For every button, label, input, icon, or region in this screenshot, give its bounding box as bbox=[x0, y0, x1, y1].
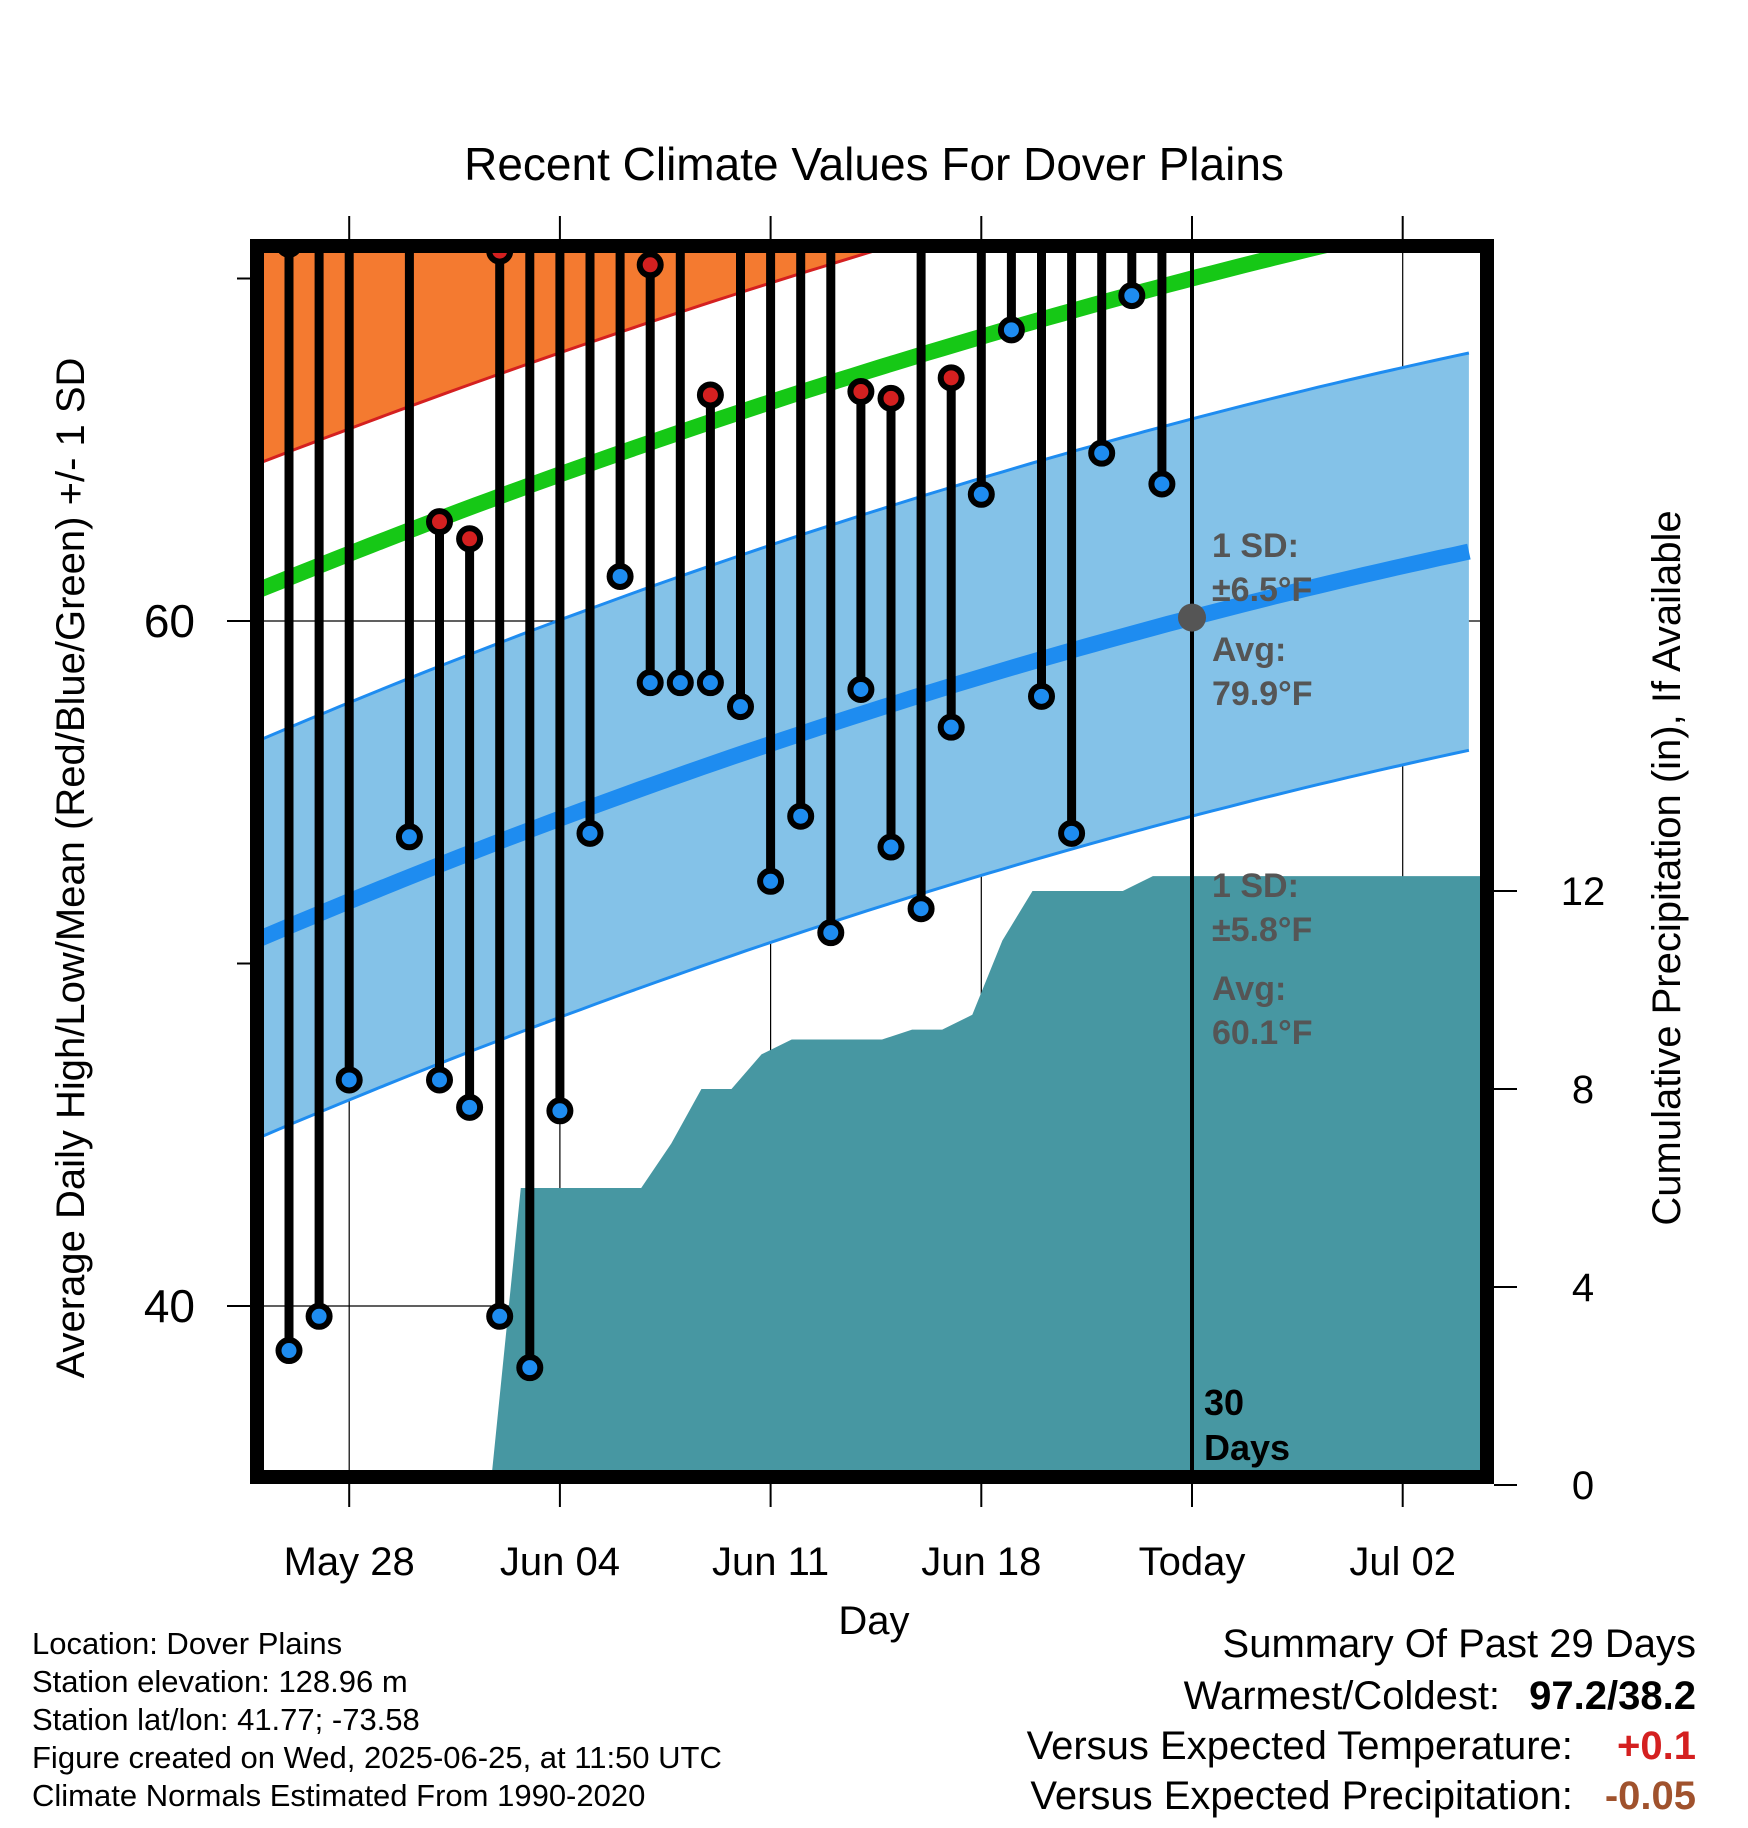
precip-value: -0.05 bbox=[1604, 1774, 1696, 1818]
plot-area: 1 SD: ±6.5°F Avg: 79.9°F 1 SD: ±5.8°F Avg: 60.1… bbox=[250, 0, 1487, 1477]
daily-low-point bbox=[937, 713, 965, 741]
normal-low-line bbox=[257, 543, 1471, 949]
daily-low-point bbox=[1088, 439, 1116, 467]
high-sd-upper-line bbox=[250, 0, 1469, 22]
daily-low-point bbox=[967, 480, 995, 508]
daily-low-point bbox=[727, 693, 754, 721]
y-tick-label: 40 bbox=[144, 1280, 195, 1332]
daily-low-point bbox=[335, 1066, 363, 1094]
daily-low-point bbox=[636, 669, 664, 697]
warm-cold-value: 97.2/38.2 bbox=[1529, 1674, 1696, 1718]
low-avg-value: 60.1°F bbox=[1212, 1014, 1313, 1052]
high-avg-label: Avg: bbox=[1212, 631, 1286, 669]
low-sd-lower-line bbox=[257, 748, 1470, 1141]
daily-low-point bbox=[456, 1093, 484, 1121]
warm-cold-row: Warmest/Coldest: 97.2/38.2 bbox=[1184, 1674, 1696, 1719]
chart-title: Recent Climate Values For Dover Plains bbox=[464, 138, 1284, 190]
daily-high-point bbox=[636, 251, 664, 279]
daily-high-point bbox=[730, 104, 751, 125]
daily-low-point bbox=[847, 676, 875, 703]
y-axis-label: Average Daily High/Low/Mean (Red/Blue/Gr… bbox=[49, 358, 93, 1379]
daily-low-point bbox=[877, 833, 905, 861]
daily-low-point bbox=[907, 895, 935, 923]
daily-low-point bbox=[757, 867, 785, 895]
daily-low-point bbox=[997, 316, 1025, 344]
daily-low-point bbox=[787, 802, 815, 830]
created-text: Figure created on Wed, 2025-06-25, at 11… bbox=[32, 1740, 722, 1775]
normal-high-band bbox=[257, 246, 891, 465]
x-tick-label: Jun 11 bbox=[712, 1540, 829, 1584]
daily-low-point bbox=[1148, 470, 1176, 498]
daily-high-point bbox=[670, 0, 691, 5]
high-sd-lower-line bbox=[257, 246, 896, 466]
temp-label: Versus Expected Temperature: bbox=[1026, 1724, 1573, 1768]
y-tick-label: 60 bbox=[144, 595, 195, 647]
daily-low-point bbox=[305, 1302, 333, 1330]
temp-value: +0.1 bbox=[1617, 1724, 1696, 1768]
daily-low-point bbox=[516, 1354, 544, 1382]
x-tick-label: Today bbox=[1139, 1540, 1246, 1584]
daily-high-point bbox=[309, 104, 330, 125]
x-tick-label: Jul 02 bbox=[1349, 1540, 1456, 1584]
daily-high-point bbox=[847, 378, 875, 406]
normal-high-line bbox=[257, 246, 268, 251]
daily-low-point bbox=[666, 669, 694, 697]
daily-low-point bbox=[1058, 819, 1086, 847]
x-tick-label: May 28 bbox=[284, 1540, 415, 1584]
high-sd-label: 1 SD: bbox=[1212, 527, 1299, 565]
days-word: Days bbox=[1204, 1427, 1290, 1468]
daily-low-point bbox=[426, 1066, 453, 1094]
daily-low-point bbox=[576, 819, 604, 847]
plot-content bbox=[250, 0, 1487, 1477]
station-info: Location: Dover Plains Station elevation… bbox=[32, 1625, 722, 1815]
high-avg-value: 79.9°F bbox=[1212, 675, 1313, 713]
daily-low-point bbox=[696, 669, 724, 697]
location-text: Location: Dover Plains bbox=[32, 1626, 343, 1661]
x-tick-label: Jun 18 bbox=[921, 1540, 1041, 1584]
daily-high-point bbox=[339, 165, 360, 186]
daily-low-point bbox=[486, 1302, 514, 1330]
normal-mean-line bbox=[257, 246, 1357, 600]
precip-row: Versus Expected Precipitation: -0.05 bbox=[1030, 1774, 1696, 1819]
latlon-text: Station lat/lon: 41.77; -73.58 bbox=[32, 1702, 420, 1737]
daily-low-point bbox=[817, 919, 845, 947]
summary-title: Summary Of Past 29 Days bbox=[1222, 1622, 1696, 1666]
y2-tick-label: 8 bbox=[1572, 1068, 1594, 1112]
y2-axis-label: Cumulative Precipitation (in), If Availa… bbox=[1645, 510, 1689, 1225]
precip-label: Versus Expected Precipitation: bbox=[1030, 1774, 1573, 1818]
daily-low-point bbox=[546, 1097, 574, 1125]
daily-high-point bbox=[820, 0, 841, 12]
daily-high-point bbox=[696, 381, 724, 409]
daily-high-point bbox=[399, 107, 420, 128]
daily-observations bbox=[275, 0, 1176, 1382]
daily-low-point bbox=[606, 562, 634, 590]
daily-low-point bbox=[1028, 682, 1055, 710]
y2-tick-label: 0 bbox=[1572, 1464, 1594, 1508]
x-tick-label: Jun 04 bbox=[500, 1540, 620, 1584]
warm-cold-label: Warmest/Coldest: bbox=[1183, 1674, 1501, 1718]
daily-low-point bbox=[275, 1337, 303, 1365]
days-count: 30 bbox=[1204, 1382, 1244, 1423]
daily-high-point bbox=[877, 384, 905, 412]
y2-tick-label: 4 bbox=[1572, 1266, 1594, 1310]
daily-low-point bbox=[1118, 282, 1146, 310]
plot-frame bbox=[250, 239, 1494, 1484]
low-avg-label: Avg: bbox=[1212, 970, 1286, 1008]
daily-high-point bbox=[426, 508, 453, 536]
y2-tick-label: 12 bbox=[1561, 870, 1606, 914]
low-sd-label: 1 SD: bbox=[1212, 867, 1299, 905]
normals-text: Climate Normals Estimated From 1990-2020 bbox=[32, 1778, 646, 1813]
daily-high-point bbox=[937, 364, 965, 392]
precip-area bbox=[491, 876, 1481, 1477]
today-low-avg-marker bbox=[1178, 603, 1206, 632]
daily-low-point bbox=[395, 823, 423, 851]
x-axis-label: Day bbox=[838, 1599, 909, 1643]
low-sd-value: ±5.8°F bbox=[1212, 911, 1312, 949]
daily-high-point bbox=[456, 525, 484, 553]
elevation-text: Station elevation: 128.96 m bbox=[32, 1664, 408, 1699]
high-sd-value: ±6.5°F bbox=[1212, 571, 1312, 609]
temp-row: Versus Expected Temperature: +0.1 bbox=[1027, 1724, 1696, 1769]
